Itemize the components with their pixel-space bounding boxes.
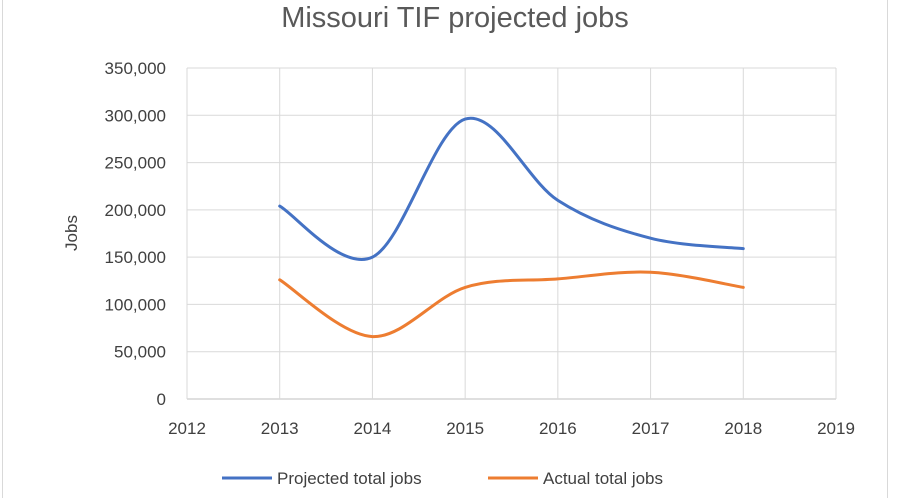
y-tick-label: 350,000: [105, 59, 166, 78]
x-tick-label: 2016: [539, 419, 577, 438]
x-tick-label: 2019: [817, 419, 855, 438]
y-axis-ticks: 0 50,000 100,000 150,000 200,000 250,000 300,0…: [105, 59, 166, 409]
legend: Projected total jobs Actual total jobs: [222, 469, 663, 488]
y-axis-label: Jobs: [62, 215, 81, 251]
x-tick-label: 2017: [632, 419, 670, 438]
x-tick-label: 2015: [446, 419, 484, 438]
x-tick-label: 2012: [168, 419, 206, 438]
y-tick-label: 150,000: [105, 248, 166, 267]
y-tick-label: 100,000: [105, 295, 166, 314]
chart-title: Missouri TIF projected jobs: [281, 2, 629, 34]
y-tick-label: 250,000: [105, 154, 166, 173]
x-tick-label: 2013: [261, 419, 299, 438]
legend-label-projected-total-jobs: Projected total jobs: [277, 469, 422, 488]
y-tick-label: 0: [157, 390, 166, 409]
x-axis-ticks: 2012 2013 2014 2015 2016 2017 2018 2019: [168, 419, 855, 438]
y-tick-label: 50,000: [114, 343, 166, 362]
y-tick-label: 200,000: [105, 201, 166, 220]
series-line-actual-total-jobs: [278, 270, 745, 339]
x-tick-label: 2018: [724, 419, 762, 438]
grid: [186, 67, 837, 400]
x-tick-label: 2014: [354, 419, 392, 438]
series-group: [278, 116, 745, 339]
series-line-projected-total-jobs: [278, 116, 745, 261]
y-tick-label: 300,000: [105, 106, 166, 125]
legend-label-actual-total-jobs: Actual total jobs: [543, 469, 663, 488]
